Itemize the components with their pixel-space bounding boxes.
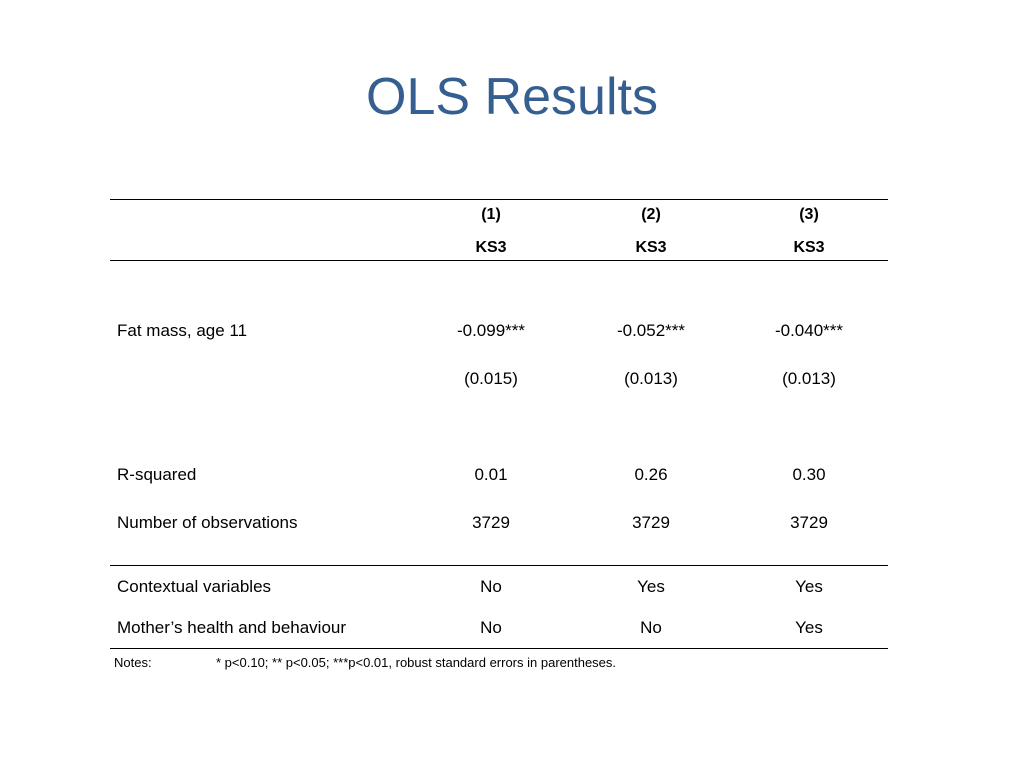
contextual-col-2: Yes [637, 577, 665, 596]
column-number-3: (3) [799, 206, 819, 223]
contextual-col-1: No [480, 577, 502, 596]
mothers-health-col-3: Yes [795, 618, 823, 637]
mothers-health-col-1: No [480, 618, 502, 637]
row-label-r-squared: R-squared [117, 465, 197, 484]
se-col-3: (0.013) [782, 369, 836, 388]
notes-text: * p<0.10; ** p<0.05; ***p<0.01, robust s… [216, 655, 617, 670]
se-col-2: (0.013) [624, 369, 678, 388]
column-outcome-2: KS3 [635, 239, 667, 256]
se-col-1: (0.015) [464, 369, 518, 388]
controls-top-rule [110, 565, 888, 566]
coef-col-2: -0.052*** [616, 321, 686, 340]
observations-col-2: 3729 [632, 513, 670, 532]
column-number-1: (1) [481, 206, 501, 223]
row-label-observations: Number of observations [117, 513, 298, 532]
notes-label: Notes: [114, 655, 152, 670]
r-squared-col-1: 0.01 [474, 465, 508, 484]
table-top-rule [110, 199, 888, 200]
slide-title: OLS Results [366, 68, 658, 126]
r-squared-col-2: 0.26 [634, 465, 668, 484]
row-label-fat-mass: Fat mass, age 11 [117, 321, 248, 340]
column-outcome-3: KS3 [793, 239, 825, 256]
table-bottom-rule [110, 648, 888, 649]
observations-col-3: 3729 [790, 513, 828, 532]
r-squared-col-3: 0.30 [792, 465, 826, 484]
observations-col-1: 3729 [472, 513, 510, 532]
coef-col-3: -0.040*** [774, 321, 844, 340]
column-number-2: (2) [641, 206, 661, 223]
row-label-contextual: Contextual variables [117, 577, 272, 596]
row-label-mothers-health: Mother’s health and behaviour [117, 618, 347, 637]
mothers-health-col-2: No [640, 618, 662, 637]
contextual-col-3: Yes [795, 577, 823, 596]
column-outcome-1: KS3 [475, 239, 507, 256]
header-bottom-rule [110, 260, 888, 261]
coef-col-1: -0.099*** [456, 321, 526, 340]
